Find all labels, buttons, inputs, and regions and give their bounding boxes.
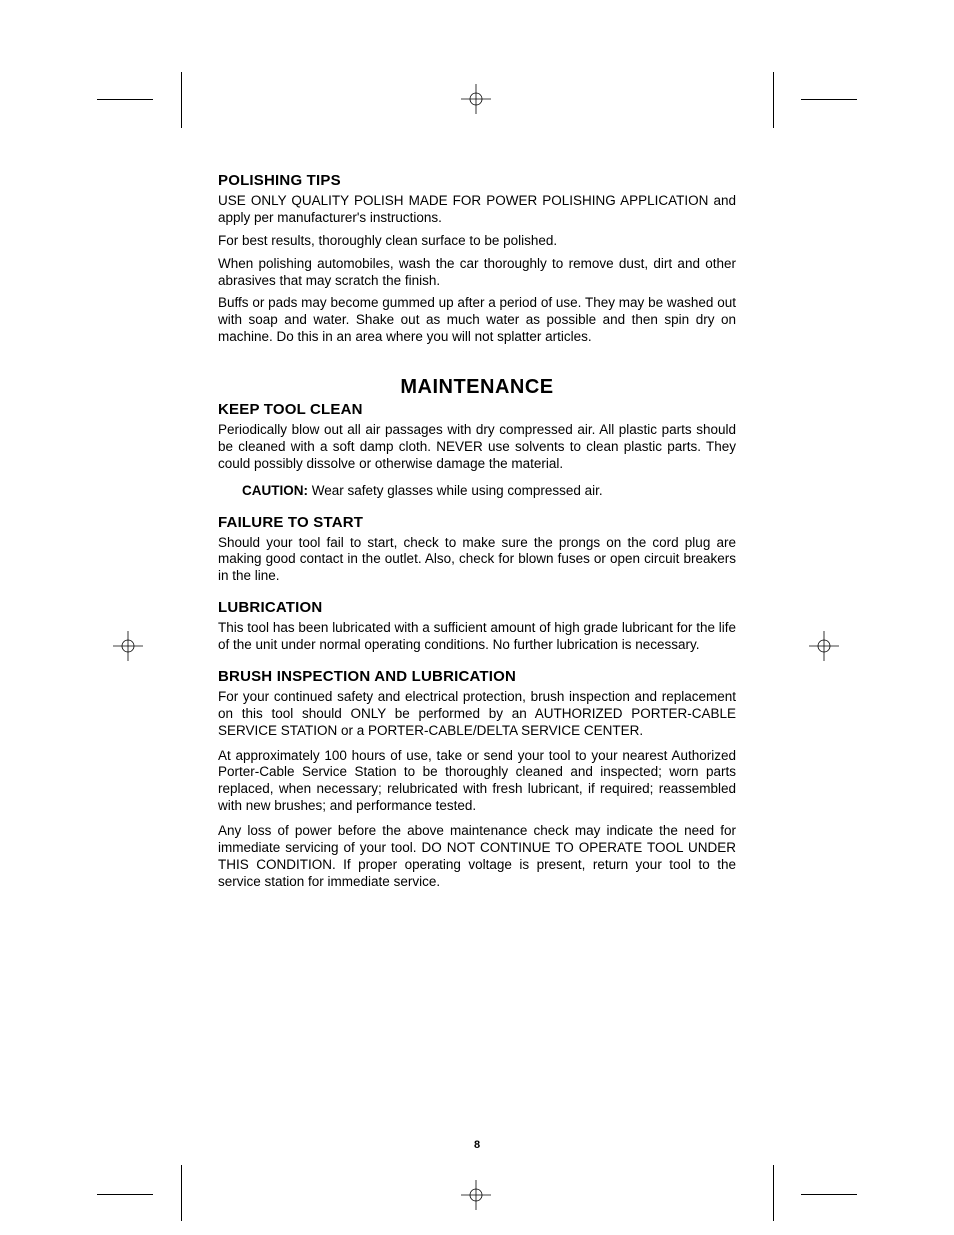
para: For best results, thoroughly clean surfa…: [218, 233, 736, 250]
page-content: POLISHING TIPS USE ONLY QUALITY POLISH M…: [218, 172, 736, 897]
heading-brush-inspection: BRUSH INSPECTION AND LUBRICATION: [218, 668, 736, 685]
para: Periodically blow out all air passages w…: [218, 422, 736, 473]
para: USE ONLY QUALITY POLISH MADE FOR POWER P…: [218, 193, 736, 227]
caution-note: CAUTION: Wear safety glasses while using…: [242, 483, 736, 500]
reg-mark-left: [113, 631, 143, 661]
para: Any loss of power before the above maint…: [218, 823, 736, 891]
crop-mark: [181, 1165, 182, 1221]
page-number: 8: [0, 1139, 954, 1151]
crop-mark: [773, 72, 774, 128]
heading-keep-tool-clean: KEEP TOOL CLEAN: [218, 401, 736, 418]
heading-failure-to-start: FAILURE TO START: [218, 514, 736, 531]
crop-mark: [801, 99, 857, 100]
crop-mark: [97, 99, 153, 100]
caution-label: CAUTION:: [242, 483, 308, 498]
heading-polishing-tips: POLISHING TIPS: [218, 172, 736, 189]
crop-mark: [181, 72, 182, 128]
heading-lubrication: LUBRICATION: [218, 599, 736, 616]
para: At approximately 100 hours of use, take …: [218, 748, 736, 816]
para: For your continued safety and electrical…: [218, 689, 736, 740]
crop-mark: [801, 1194, 857, 1195]
para: This tool has been lubricated with a suf…: [218, 620, 736, 654]
para: When polishing automobiles, wash the car…: [218, 256, 736, 290]
crop-mark: [773, 1165, 774, 1221]
caution-text: Wear safety glasses while using compress…: [308, 483, 603, 498]
reg-mark-bottom: [461, 1180, 491, 1210]
para: Buffs or pads may become gummed up after…: [218, 295, 736, 346]
reg-mark-right: [809, 631, 839, 661]
heading-maintenance: MAINTENANCE: [218, 376, 736, 399]
reg-mark-top: [461, 84, 491, 114]
crop-mark: [97, 1194, 153, 1195]
para: Should your tool fail to start, check to…: [218, 535, 736, 586]
